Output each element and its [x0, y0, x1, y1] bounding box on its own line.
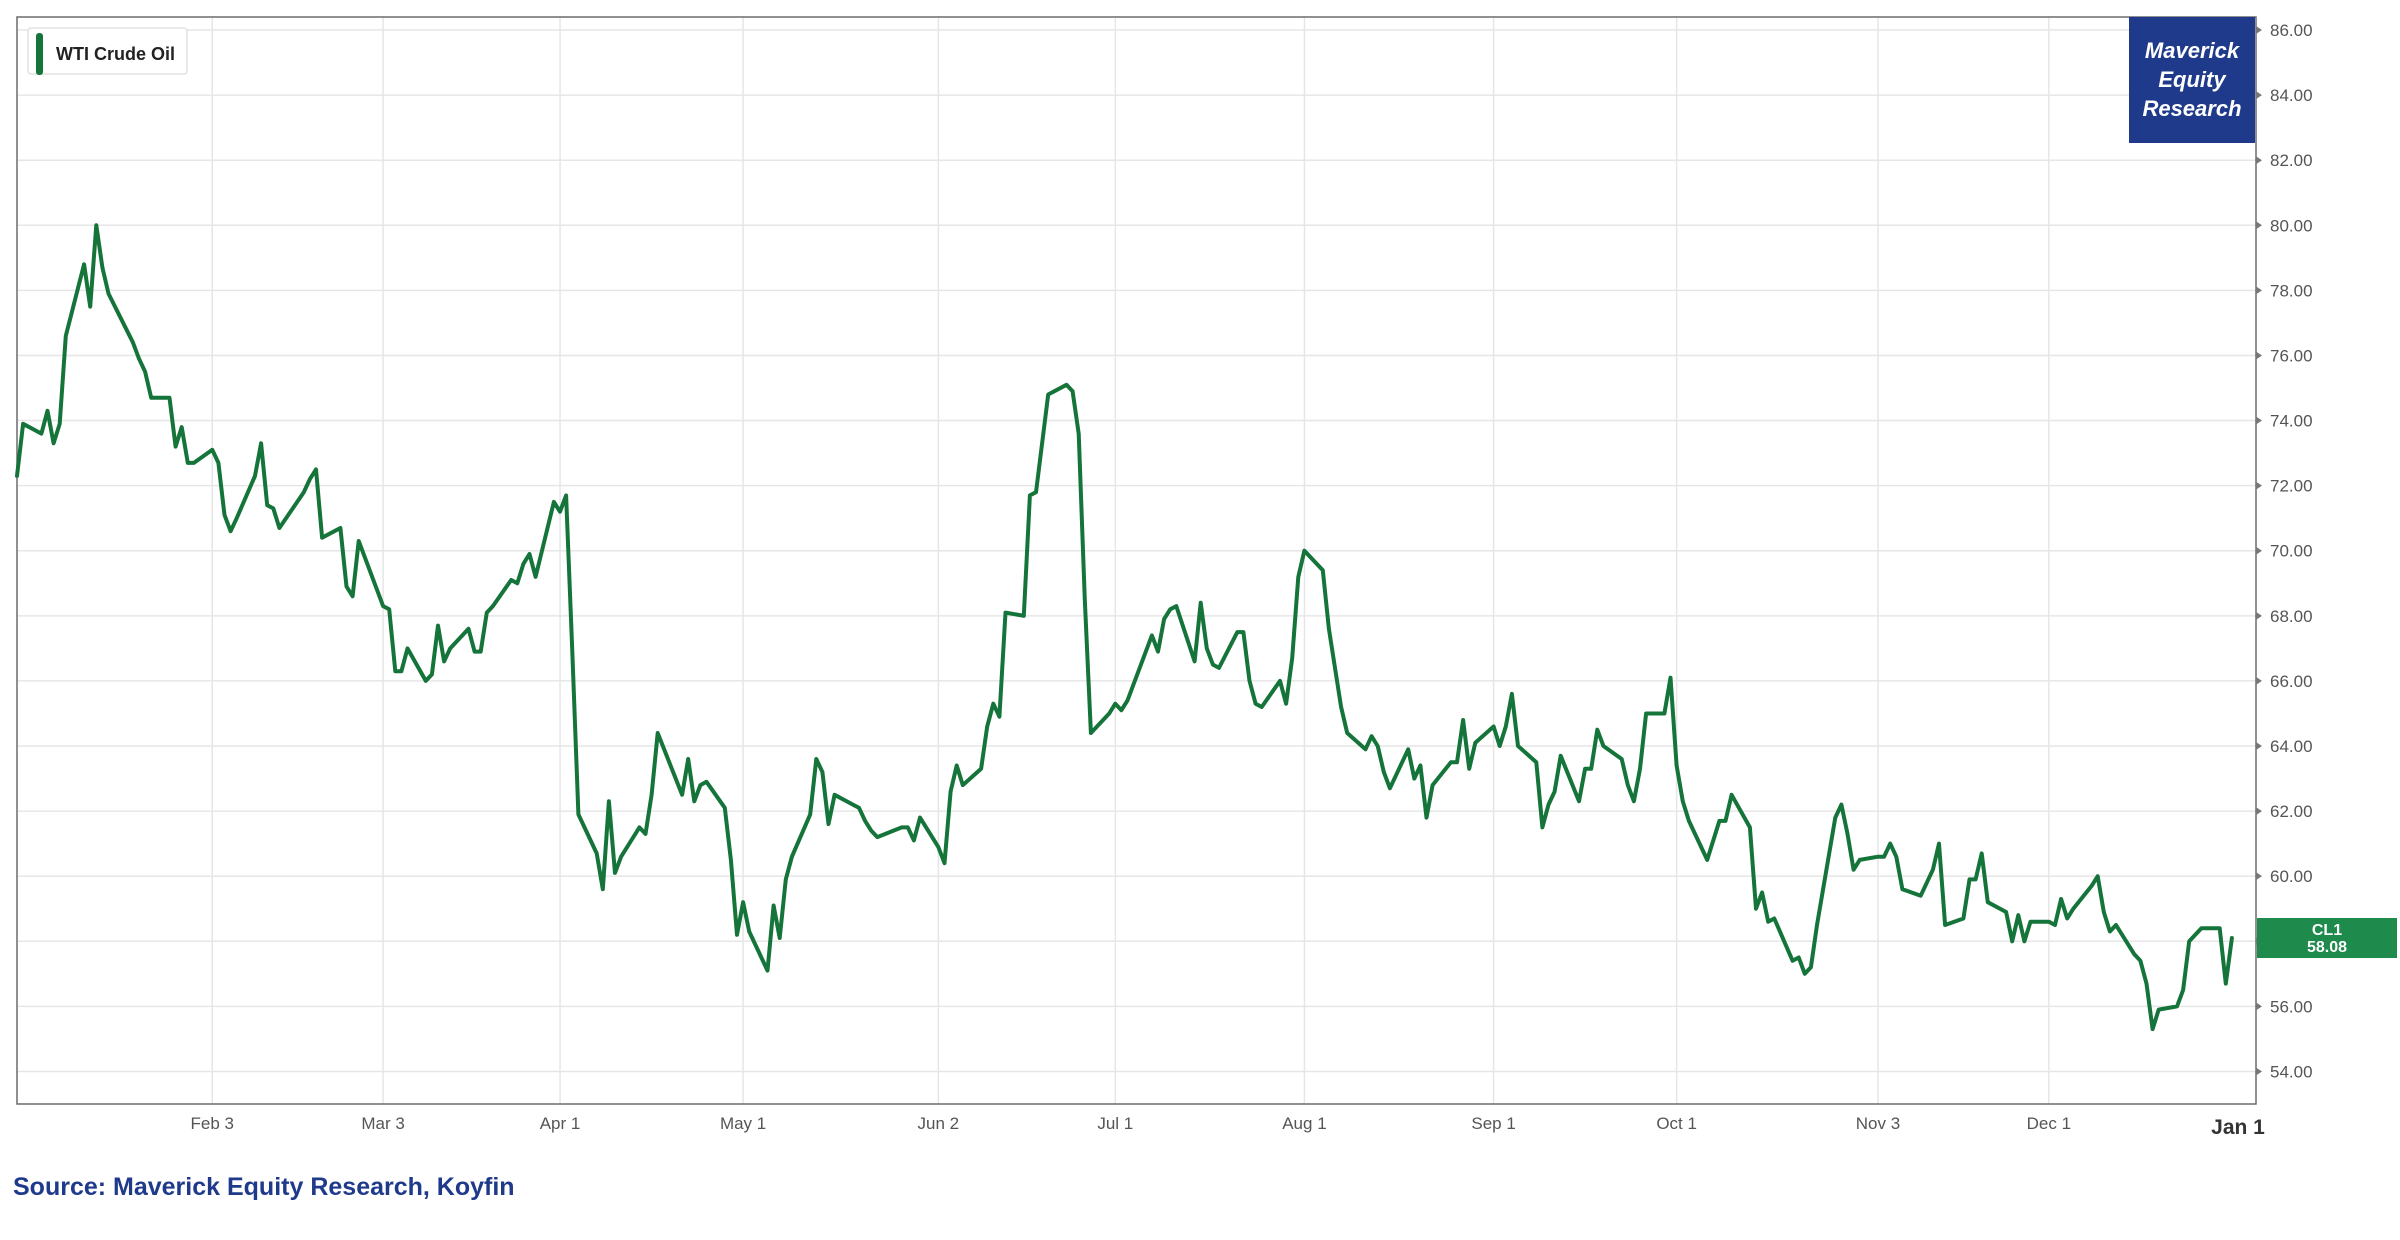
y-tick-label: 60.00 [2270, 867, 2313, 886]
y-tick-label: 76.00 [2270, 346, 2313, 365]
series-layer [15, 223, 2234, 1032]
brand-logo: Maverick Equity Research [2129, 17, 2255, 143]
legend-label: WTI Crude Oil [56, 44, 175, 64]
x-tick-label: Jan 1 [2211, 1116, 2265, 1139]
y-tick-label: 84.00 [2270, 86, 2313, 105]
y-tick-mark [2256, 351, 2262, 360]
x-tick-label: Feb 3 [191, 1114, 234, 1133]
x-tick-label: May 1 [720, 1114, 766, 1133]
x-tick-label: Sep 1 [1471, 1114, 1515, 1133]
y-tick-label: 70.00 [2270, 542, 2313, 561]
last-value-badge: CL1 58.08 [2257, 918, 2397, 959]
y-tick-mark [2256, 91, 2262, 100]
x-tick-label: Apr 1 [540, 1114, 581, 1133]
y-tick-label: 86.00 [2270, 21, 2313, 40]
series-line-wti [15, 223, 2234, 1032]
y-tick-label: 72.00 [2270, 477, 2313, 496]
x-tick-label: Jun 2 [918, 1114, 960, 1133]
y-tick-mark [2256, 676, 2262, 685]
source-note: Source: Maverick Equity Research, Koyfin [13, 1173, 515, 1201]
x-axis: Feb 3 Mar 3 Apr 1 May 1 Jun 2 Jul 1 Aug 1 Sep 1… [191, 1114, 2266, 1139]
y-tick-mark [2256, 546, 2262, 555]
y-tick-label: 68.00 [2270, 607, 2313, 626]
y-tick-label: 62.00 [2270, 802, 2313, 821]
plot-frame [16, 16, 2257, 1105]
y-tick-label: 78.00 [2270, 281, 2313, 300]
y-tick-label: 80.00 [2270, 216, 2313, 235]
y-tick-mark [2256, 1067, 2262, 1076]
y-tick-mark [2256, 872, 2262, 881]
y-tick-mark [2256, 286, 2262, 295]
x-tick-label: Jul 1 [1097, 1114, 1133, 1133]
y-tick-label: 54.00 [2270, 1062, 2313, 1081]
legend-swatch [36, 33, 43, 75]
last-value-ticker: CL1 [2312, 922, 2342, 939]
y-tick-label: 74.00 [2270, 412, 2313, 431]
y-tick-mark [2256, 221, 2262, 230]
y-tick-mark [2256, 1002, 2262, 1011]
y-tick-label: 66.00 [2270, 672, 2313, 691]
x-tick-label: Aug 1 [1282, 1114, 1326, 1133]
x-tick-label: Oct 1 [1656, 1114, 1697, 1133]
y-axis: 54.0056.0058.0060.0062.0064.0066.0068.00… [2256, 21, 2313, 1081]
y-tick-mark [2256, 416, 2262, 425]
x-tick-label: Mar 3 [361, 1114, 404, 1133]
y-tick-mark [2256, 481, 2262, 490]
y-tick-label: 82.00 [2270, 151, 2313, 170]
legend-box [27, 27, 188, 75]
grid-lines [17, 17, 2256, 1104]
brand-line-1: Maverick [2145, 38, 2241, 63]
x-tick-label: Dec 1 [2027, 1114, 2071, 1133]
y-tick-mark [2256, 156, 2262, 165]
last-value-price: 58.08 [2307, 939, 2347, 956]
y-tick-mark [2256, 742, 2262, 751]
brand-box [2129, 17, 2255, 143]
y-tick-mark [2256, 26, 2262, 35]
legend[interactable]: WTI Crude Oil [27, 27, 188, 75]
y-tick-mark [2256, 611, 2262, 620]
brand-line-3: Research [2142, 96, 2241, 121]
y-tick-mark [2256, 807, 2262, 816]
x-tick-label: Nov 3 [1856, 1114, 1900, 1133]
y-tick-label: 64.00 [2270, 737, 2313, 756]
brand-line-2: Equity [2158, 67, 2227, 92]
y-tick-label: 56.00 [2270, 997, 2313, 1016]
last-value-badge-box [2257, 918, 2397, 959]
